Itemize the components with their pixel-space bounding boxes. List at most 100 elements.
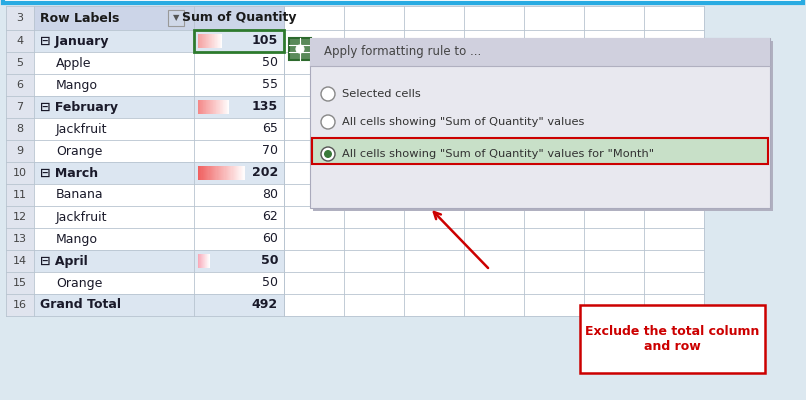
Bar bbox=[6, 294, 34, 316]
Bar bbox=[34, 74, 194, 96]
Bar bbox=[203, 100, 205, 114]
Bar bbox=[644, 206, 704, 228]
Bar bbox=[34, 228, 194, 250]
Bar bbox=[235, 166, 236, 180]
Circle shape bbox=[324, 150, 332, 158]
Bar bbox=[404, 96, 464, 118]
Bar bbox=[524, 140, 584, 162]
Text: ⊟ March: ⊟ March bbox=[40, 166, 98, 180]
Text: Orange: Orange bbox=[56, 276, 102, 290]
Bar bbox=[228, 166, 230, 180]
Bar bbox=[229, 166, 231, 180]
Bar bbox=[194, 118, 284, 140]
Bar bbox=[584, 30, 644, 52]
Bar bbox=[524, 228, 584, 250]
Text: 5: 5 bbox=[16, 58, 23, 68]
Bar bbox=[524, 184, 584, 206]
Text: 9: 9 bbox=[16, 146, 23, 156]
Bar bbox=[205, 100, 206, 114]
Bar bbox=[205, 166, 206, 180]
Bar bbox=[6, 52, 34, 74]
Bar bbox=[284, 250, 344, 272]
Bar bbox=[584, 96, 644, 118]
Bar bbox=[584, 162, 644, 184]
Bar bbox=[524, 206, 584, 228]
Bar bbox=[344, 74, 404, 96]
Text: ⊟ April: ⊟ April bbox=[40, 254, 88, 268]
Bar bbox=[584, 250, 644, 272]
Bar bbox=[344, 118, 404, 140]
Bar bbox=[464, 272, 524, 294]
Bar bbox=[344, 206, 404, 228]
Bar bbox=[644, 74, 704, 96]
Bar bbox=[194, 74, 284, 96]
Bar bbox=[201, 34, 202, 48]
Text: 105: 105 bbox=[251, 34, 278, 48]
Bar bbox=[464, 294, 524, 316]
Bar bbox=[464, 96, 524, 118]
Text: 492: 492 bbox=[251, 298, 278, 312]
Bar bbox=[213, 100, 214, 114]
Bar bbox=[194, 294, 284, 316]
Bar bbox=[464, 162, 524, 184]
Bar bbox=[344, 272, 404, 294]
Bar bbox=[404, 6, 464, 30]
Bar bbox=[218, 34, 219, 48]
Text: Mango: Mango bbox=[56, 232, 98, 246]
Bar bbox=[198, 34, 199, 48]
Bar bbox=[201, 100, 202, 114]
Bar bbox=[524, 96, 584, 118]
Bar bbox=[344, 294, 404, 316]
Bar bbox=[524, 74, 584, 96]
Bar bbox=[34, 6, 194, 30]
Text: ⊟ February: ⊟ February bbox=[40, 100, 118, 114]
Bar bbox=[344, 228, 404, 250]
Bar bbox=[34, 30, 194, 52]
Bar bbox=[239, 166, 240, 180]
Bar bbox=[209, 100, 210, 114]
Bar bbox=[213, 34, 214, 48]
Bar bbox=[284, 140, 344, 162]
Bar bbox=[223, 166, 225, 180]
Text: 70: 70 bbox=[262, 144, 278, 158]
Bar bbox=[225, 100, 226, 114]
Text: 135: 135 bbox=[251, 100, 278, 114]
Bar bbox=[194, 250, 284, 272]
Bar bbox=[234, 166, 235, 180]
Bar bbox=[221, 100, 222, 114]
Bar bbox=[222, 166, 224, 180]
Bar bbox=[284, 74, 344, 96]
Bar bbox=[217, 100, 218, 114]
Bar bbox=[6, 118, 34, 140]
Text: 50: 50 bbox=[262, 56, 278, 70]
Text: Jackfruit: Jackfruit bbox=[56, 122, 107, 136]
Bar bbox=[310, 38, 770, 66]
Bar bbox=[464, 140, 524, 162]
Bar bbox=[202, 166, 204, 180]
Bar bbox=[584, 74, 644, 96]
Bar bbox=[218, 100, 220, 114]
Bar bbox=[224, 166, 226, 180]
Bar bbox=[344, 162, 404, 184]
Bar bbox=[202, 100, 204, 114]
Bar bbox=[580, 305, 765, 373]
Bar bbox=[644, 118, 704, 140]
Bar bbox=[524, 30, 584, 52]
Bar bbox=[464, 250, 524, 272]
Bar bbox=[210, 166, 212, 180]
Bar bbox=[223, 100, 225, 114]
Bar bbox=[34, 206, 194, 228]
Text: 14: 14 bbox=[13, 256, 27, 266]
Bar bbox=[211, 100, 212, 114]
Bar bbox=[6, 96, 34, 118]
Bar bbox=[584, 206, 644, 228]
Bar bbox=[284, 30, 344, 52]
Bar bbox=[584, 228, 644, 250]
Bar bbox=[210, 100, 212, 114]
Bar bbox=[34, 52, 194, 74]
Bar bbox=[6, 272, 34, 294]
Bar bbox=[198, 34, 200, 48]
Bar bbox=[284, 294, 344, 316]
Bar bbox=[202, 34, 203, 48]
Bar bbox=[524, 272, 584, 294]
